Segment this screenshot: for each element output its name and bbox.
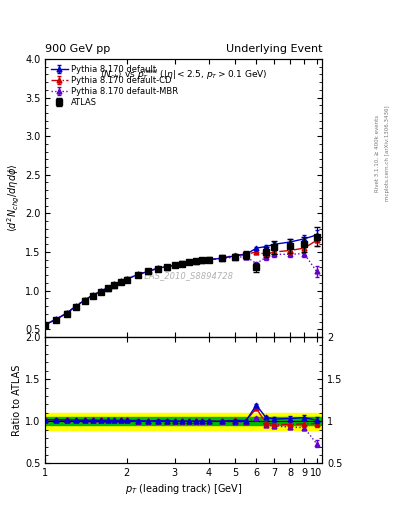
Bar <box>274 417 304 425</box>
Text: Rivet 3.1.10, ≥ 400k events: Rivet 3.1.10, ≥ 400k events <box>375 115 380 192</box>
Bar <box>274 413 304 430</box>
Bar <box>256 413 274 430</box>
Bar <box>256 417 274 425</box>
Bar <box>235 413 256 430</box>
Bar <box>304 417 322 425</box>
Bar <box>209 413 235 430</box>
Bar <box>304 413 322 430</box>
Text: 900 GeV pp: 900 GeV pp <box>45 44 110 54</box>
Bar <box>235 417 256 425</box>
Text: mcplots.cern.ch [arXiv:1306.3436]: mcplots.cern.ch [arXiv:1306.3436] <box>385 106 389 201</box>
Y-axis label: $\langle d^2 N_{chg}/d\eta d\phi \rangle$: $\langle d^2 N_{chg}/d\eta d\phi \rangle… <box>6 164 22 232</box>
Text: ATLAS_2010_S8894728: ATLAS_2010_S8894728 <box>134 271 233 280</box>
Bar <box>45 413 127 430</box>
X-axis label: $p_T$ (leading track) [GeV]: $p_T$ (leading track) [GeV] <box>125 482 242 497</box>
Bar <box>174 417 209 425</box>
Legend: Pythia 8.170 default, Pythia 8.170 default-CD, Pythia 8.170 default-MBR, ATLAS: Pythia 8.170 default, Pythia 8.170 defau… <box>50 63 180 109</box>
Bar <box>127 413 174 430</box>
Bar <box>209 417 235 425</box>
Bar <box>174 413 209 430</box>
Text: $\langle N_{ch}\rangle$ vs $p_T^{lead}$ ($|\eta| < 2.5$, $p_T > 0.1$ GeV): $\langle N_{ch}\rangle$ vs $p_T^{lead}$ … <box>100 67 268 82</box>
Text: Underlying Event: Underlying Event <box>226 44 322 54</box>
Bar <box>127 417 174 425</box>
Y-axis label: Ratio to ATLAS: Ratio to ATLAS <box>12 365 22 436</box>
Bar <box>45 417 127 425</box>
